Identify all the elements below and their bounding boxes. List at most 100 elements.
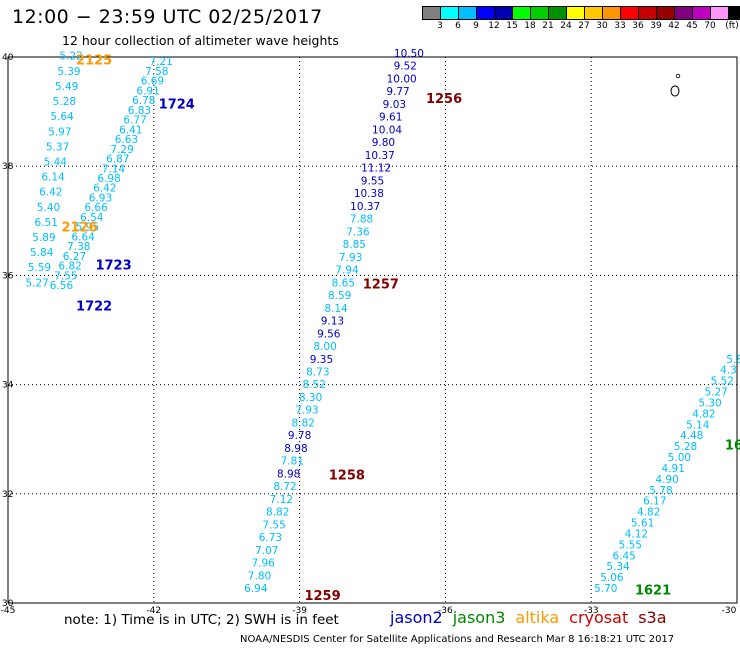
wave-height-value: 5.49: [55, 81, 78, 93]
wave-height-value: 8.00: [313, 341, 336, 353]
pass-time-label: 1257: [363, 278, 399, 293]
pass-time-label: 1621: [635, 583, 671, 598]
colorbar-label: (ft): [725, 21, 739, 31]
wave-height-value: 6.17: [643, 496, 666, 508]
wave-height-value: 5.59: [28, 262, 51, 274]
wave-height-value: 7.38: [67, 241, 90, 253]
legend-item-jason3: jason3: [452, 608, 506, 627]
wave-height-value: 6.56: [50, 280, 74, 292]
colorbar-label: 12: [488, 21, 500, 31]
wave-height-value: 7.55: [54, 270, 77, 282]
colorbar-label: 30: [596, 21, 608, 31]
colorbar-label: 27: [578, 21, 590, 31]
pass-time-label: 1724: [159, 97, 195, 112]
wave-height-value: 8.98: [277, 468, 300, 480]
colorbar-label: 36: [632, 21, 644, 31]
colorbar-label: 70: [704, 21, 716, 31]
wave-height-value: 9.78: [288, 430, 311, 442]
colorbar-labels: 3 6 9 12 15 18 21 24 27 30 33 36 39 42 45 70 (ft): [422, 21, 740, 35]
wave-height-value: 6.69: [141, 76, 164, 88]
wave-height-value: 7.93: [295, 405, 318, 417]
wave-height-value: 9.80: [372, 137, 395, 149]
wave-height-value: 5.52: [711, 376, 734, 388]
wave-height-value: 5.39: [57, 66, 80, 78]
colorbar-label: 45: [686, 21, 698, 31]
wave-height-value: 5.78: [649, 485, 672, 497]
wave-height-value: 5.27: [25, 277, 48, 289]
wave-height-value: 6.82: [58, 261, 81, 273]
wave-height-value: 8.72: [273, 481, 296, 493]
colorbar-label: 9: [473, 21, 479, 31]
lon-tick-label: -45: [1, 606, 16, 616]
wave-height-value: 9.52: [394, 61, 417, 73]
wave-height-value: 6.14: [41, 172, 65, 184]
marker-circle: [670, 85, 680, 97]
wave-height-value: 4.3: [720, 365, 737, 377]
colorbar-label: 3: [437, 21, 443, 31]
colorbar-label: 21: [542, 21, 554, 31]
wave-height-value: 8.59: [328, 290, 351, 302]
wave-height-value: 7.21: [149, 56, 172, 68]
wave-height-value: 5.64: [50, 111, 74, 123]
wave-height-value: 5.70: [594, 583, 617, 595]
wave-height-value: 9.03: [383, 99, 406, 111]
wave-height-value: 7.29: [110, 144, 133, 156]
lat-tick-label: 32: [2, 490, 13, 500]
colorbar-label: 33: [614, 21, 626, 31]
units-note: note: 1) Time is in UTC; 2) SWH is in fe…: [64, 612, 339, 628]
colorbar-label: 15: [506, 21, 518, 31]
pass-time-label: 1723: [95, 258, 131, 273]
wave-height-value: 5.89: [32, 232, 55, 244]
wave-height-value: 5.40: [37, 202, 60, 214]
wave-height-value: 11.12: [361, 163, 391, 175]
wave-height-value: 10.04: [372, 124, 402, 136]
wave-height-value: 5.28: [53, 96, 76, 108]
wave-height-value: 6.63: [115, 134, 138, 146]
wave-height-value: 5.84: [30, 247, 54, 259]
wave-height-value: 6.66: [84, 202, 108, 214]
lat-tick-label: 40: [2, 53, 14, 63]
wave-height-value: 5.97: [48, 126, 71, 138]
lat-tick-label: 38: [2, 162, 14, 172]
wave-height-value: 4.91: [662, 463, 685, 475]
wave-height-value: 5.28: [674, 441, 697, 453]
pass-time-label: 1258: [329, 469, 365, 484]
wave-height-value: 6.83: [128, 105, 151, 117]
wave-height-value: 4.12: [625, 528, 648, 540]
wave-height-value: 5.8: [726, 354, 740, 366]
wave-height-value: 10.50: [394, 48, 424, 60]
pass-time-label: 2126: [61, 220, 97, 235]
wave-height-value: 8.82: [266, 507, 289, 519]
wave-height-value: 6.77: [123, 115, 146, 127]
wave-height-value: 9.77: [386, 86, 409, 98]
wave-height-value: 4.82: [637, 507, 660, 519]
wave-height-value: 6.78: [132, 95, 155, 107]
wave-height-value: 8.73: [306, 367, 329, 379]
legend-item-cryosat: cryosat: [569, 608, 629, 627]
wave-height-value: 5.34: [606, 561, 630, 573]
wave-height-value: 5.55: [619, 539, 642, 551]
wave-height-value: 5.61: [631, 518, 654, 530]
wave-height-value: 7.93: [339, 252, 362, 264]
wave-height-value: 7.12: [270, 494, 293, 506]
wave-height-value: 6.94: [244, 583, 268, 595]
wave-height-colorbar: [422, 6, 740, 20]
pass-time-label: 1256: [426, 92, 462, 107]
lat-tick-label: 36: [2, 271, 14, 281]
wave-height-value: 5.27: [704, 387, 727, 399]
wave-height-value: 10.38: [354, 188, 384, 200]
lat-tick-label: 30: [2, 599, 14, 609]
lon-tick-label: -36: [438, 606, 453, 616]
wave-height-value: 7.81: [281, 456, 304, 468]
wave-height-value: 7.14: [102, 163, 126, 175]
wave-height-value: 6.91: [136, 85, 159, 97]
wave-height-value: 6.54: [80, 212, 104, 224]
wave-height-value: 7.88: [350, 214, 373, 226]
wave-height-value: 8.30: [299, 392, 322, 404]
legend-item-s3a: s3a: [638, 608, 667, 627]
wave-height-value: 9.56: [317, 328, 341, 340]
colorbar-label: 6: [455, 21, 461, 31]
wave-height-value: 4.90: [655, 474, 678, 486]
wave-height-value: 6.42: [39, 187, 62, 199]
